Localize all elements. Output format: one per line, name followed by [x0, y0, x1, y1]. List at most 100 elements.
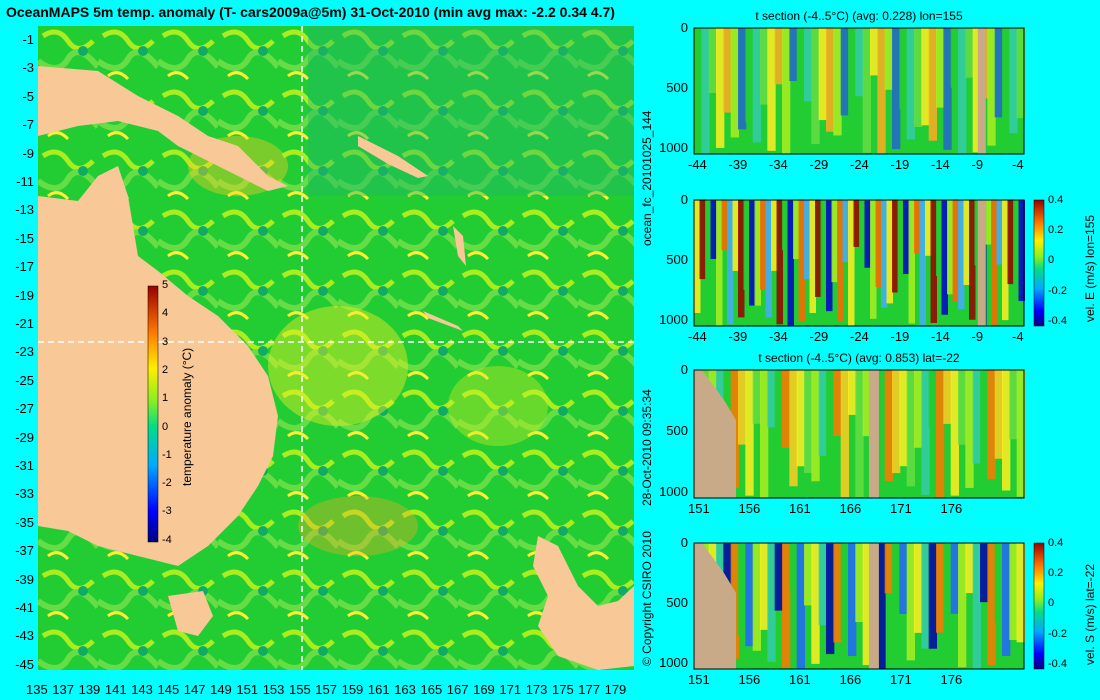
section-value-stripe: [855, 370, 864, 498]
section-value-stripe: [752, 370, 761, 424]
section-value-stripe: [804, 200, 811, 280]
section-value-stripe: [796, 370, 805, 467]
section-value-stripe: [818, 370, 827, 456]
latitude-tick-label: -23: [15, 344, 34, 360]
velocity-colorbar-tick: 0.2: [1048, 567, 1064, 580]
map-colorbar-tick: -4: [162, 533, 172, 546]
section-value-stripe: [899, 370, 908, 467]
section-value-stripe: [928, 28, 937, 141]
section-value-stripe: [752, 543, 761, 651]
longitude-tick-label: 135: [26, 682, 48, 697]
section-value-stripe: [796, 28, 805, 152]
section-value-stripe: [892, 543, 901, 668]
map-colorbar-tick: -1: [162, 448, 172, 461]
section-land-column: [868, 543, 879, 669]
section-value-stripe: [804, 543, 813, 606]
section-x-tick-label: 176: [940, 501, 963, 516]
section-value-stripe: [974, 200, 981, 266]
section-value-stripe: [767, 543, 776, 662]
depth-tick-label: 1000: [659, 311, 688, 327]
longitude-tick-label: 167: [446, 682, 469, 697]
longitude-tick-label: 149: [210, 682, 232, 697]
latitude-tick-label: -5: [22, 88, 34, 104]
section-value-stripe: [892, 28, 901, 150]
section-value-stripe: [980, 370, 989, 476]
temperature-section-plot[interactable]: [693, 369, 1025, 499]
section-x-tick-label: -9: [971, 329, 984, 344]
section-value-stripe: [789, 370, 798, 487]
depth-tick-label: 0: [680, 20, 688, 35]
velocity-section-plot[interactable]: [693, 542, 1025, 670]
section-value-stripe: [943, 370, 952, 424]
section-value-stripe: [928, 543, 937, 649]
section-value-stripe: [972, 543, 981, 669]
latitude-tick-label: -39: [15, 571, 34, 587]
section-value-stripe: [716, 200, 723, 326]
section-value-stripe: [833, 28, 842, 136]
sea-temperature-anomaly-map[interactable]: [38, 26, 634, 670]
depth-tick-label: 1000: [659, 483, 688, 499]
section-value-stripe: [991, 200, 998, 326]
section-value-stripe: [958, 370, 967, 445]
new-caledonia-land: [423, 311, 463, 331]
section-value-stripe: [919, 200, 926, 326]
depth-tick-label: 500: [666, 422, 688, 438]
section-value-stripe: [897, 200, 904, 316]
section-value-stripe: [842, 200, 849, 263]
longitude-tick-label: 143: [131, 682, 153, 697]
section-value-stripe: [1009, 28, 1018, 134]
section-value-stripe: [899, 543, 908, 614]
section-value-stripe: [833, 370, 842, 436]
latitude-tick-label: -7: [22, 117, 34, 133]
section-value-stripe: [1013, 200, 1020, 310]
section-value-stripe: [925, 200, 932, 256]
section-x-tick-label: -39: [728, 329, 748, 344]
longitude-tick-label: 171: [499, 682, 522, 697]
longitude-tick-label: 161: [367, 682, 390, 697]
latitude-tick-label: -33: [15, 486, 34, 502]
temperature-section-plot[interactable]: [693, 27, 1025, 155]
section-value-stripe: [754, 200, 761, 306]
section-value-stripe: [906, 543, 915, 661]
section-value-stripe: [760, 543, 769, 630]
section-value-stripe: [980, 543, 989, 603]
section-value-stripe: [921, 543, 930, 649]
section-value-stripe: [789, 28, 798, 81]
section-value-stripe: [914, 543, 923, 633]
section-value-stripe: [987, 370, 996, 480]
section-value-stripe: [826, 370, 835, 492]
velocity-section-plot[interactable]: [693, 199, 1025, 327]
section-value-stripe: [1009, 370, 1018, 440]
section-x-tick-label: 171: [890, 501, 912, 516]
section-value-stripe: [745, 543, 754, 647]
section-value-stripe: [840, 543, 849, 640]
section-value-stripe: [732, 200, 739, 271]
section-value-stripe: [789, 543, 798, 590]
section-value-stripe: [936, 543, 945, 633]
new-guinea-land: [38, 66, 288, 191]
section-value-stripe: [875, 200, 882, 288]
section-value-stripe: [848, 543, 857, 657]
section-value-stripe: [870, 200, 877, 319]
section-value-stripe: [796, 543, 805, 669]
map-title: OceanMAPS 5m temp. anomaly (T- cars2009a…: [6, 4, 615, 20]
section-value-stripe: [826, 200, 833, 312]
velocity-colorbar-tick: 0: [1048, 254, 1055, 267]
velocity-colorbar-tick: -0.2: [1048, 627, 1067, 640]
section-value-stripe: [708, 28, 717, 94]
velocity-colorbar-tick: -0.4: [1048, 657, 1067, 670]
section-value-stripe: [950, 28, 959, 88]
section-value-stripe: [760, 200, 767, 290]
section-value-stripe: [804, 370, 813, 473]
section-value-stripe: [815, 200, 822, 297]
longitude-tick-label: 165: [420, 682, 443, 697]
section-value-stripe: [943, 28, 952, 150]
section-value-stripe: [776, 200, 783, 325]
section-title: t section (-4..5°C) (avg: 0.853) lat=-22: [758, 351, 960, 365]
section-value-stripe: [1002, 370, 1011, 491]
longitude-tick-label: 179: [604, 682, 627, 697]
section-value-stripe: [837, 200, 844, 321]
section-value-stripe: [811, 543, 820, 664]
section-value-stripe: [884, 370, 893, 482]
section-value-stripe: [881, 200, 888, 308]
